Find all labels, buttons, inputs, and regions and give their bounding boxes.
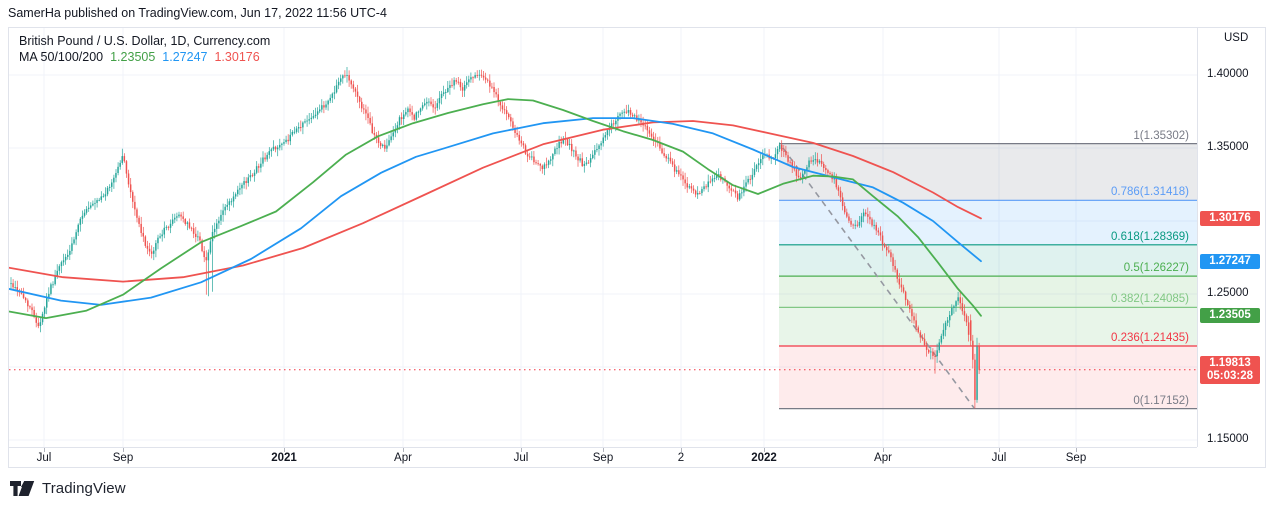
- time-axis-label: Jul: [991, 452, 1007, 464]
- tradingview-logo-text[interactable]: TradingView: [42, 480, 126, 497]
- ma200-value: 1.30176: [214, 50, 260, 64]
- chart-canvas: [9, 28, 1197, 447]
- time-axis-tick: [681, 448, 682, 452]
- ma100-value: 1.27247: [162, 50, 208, 64]
- currency-label: USD: [1224, 32, 1249, 44]
- price-axis[interactable]: USD 1.40000 1.35000 1.25000 1.15000 1.30176 1…: [1197, 28, 1265, 447]
- time-axis-label: Sep: [112, 452, 134, 464]
- price-axis-label: 1.35000: [1207, 141, 1249, 153]
- fib-level-label: 0.786(1.31418): [1110, 186, 1189, 198]
- price-axis-label: 1.25000: [1207, 287, 1249, 299]
- time-axis-tick: [999, 448, 1000, 452]
- fib-level-label: 0.382(1.24085): [1110, 293, 1189, 305]
- fib-level-label: 0.236(1.21435): [1110, 332, 1189, 344]
- time-axis-label: Apr: [394, 452, 412, 464]
- fib-level-label: 0.618(1.28369): [1110, 231, 1189, 243]
- time-axis-label: Sep: [1065, 452, 1087, 464]
- time-axis-label: 2: [677, 452, 685, 464]
- time-axis-label: Apr: [874, 452, 892, 464]
- time-axis-label: Jul: [36, 452, 52, 464]
- time-axis-tick: [883, 448, 884, 452]
- time-axis-label: Sep: [592, 452, 614, 464]
- time-axis-label: 2021: [271, 452, 297, 464]
- indicator-price-badge: 1.23505: [1200, 308, 1260, 323]
- time-axis-tick: [123, 448, 124, 452]
- price-chart-plot[interactable]: 1(1.35302) 0.786(1.31418) 0.618(1.28369) 0.…: [9, 28, 1197, 447]
- ma50-value: 1.23505: [110, 50, 156, 64]
- chart-legend: British Pound / U.S. Dollar, 1D, Currenc…: [19, 34, 270, 65]
- current-price-badge: 1.19813 05:03:28: [1200, 356, 1260, 384]
- ma-label: MA 50/100/200: [19, 50, 104, 64]
- ma-indicator-legend[interactable]: MA 50/100/200 1.23505 1.27247 1.30176: [19, 50, 270, 65]
- time-axis[interactable]: Jul Sep 2021 Apr Jul Sep 2 2022 Apr Jul Sep: [9, 447, 1197, 467]
- time-axis-tick: [284, 448, 285, 452]
- fib-level-label: 1(1.35302): [1133, 130, 1189, 142]
- time-axis-tick: [764, 448, 765, 452]
- time-axis-label: 2022: [751, 452, 777, 464]
- price-axis-label: 1.15000: [1207, 433, 1249, 445]
- chart-container: 1(1.35302) 0.786(1.31418) 0.618(1.28369) 0.…: [8, 27, 1266, 468]
- fib-level-label: 0(1.17152): [1133, 395, 1189, 407]
- tradingview-logo-icon[interactable]: [10, 480, 35, 497]
- countdown-timer: 05:03:28: [1206, 370, 1254, 382]
- time-axis-label: Jul: [513, 452, 529, 464]
- price-axis-label: 1.40000: [1207, 68, 1249, 80]
- attribution-text: SamerHa published on TradingView.com, Ju…: [8, 6, 387, 20]
- indicator-price-badge: 1.30176: [1200, 211, 1260, 226]
- time-axis-tick: [603, 448, 604, 452]
- time-axis-tick: [44, 448, 45, 452]
- time-axis-tick: [1076, 448, 1077, 452]
- symbol-title[interactable]: British Pound / U.S. Dollar, 1D, Currenc…: [19, 34, 271, 48]
- indicator-price-badge: 1.27247: [1200, 254, 1260, 269]
- time-axis-tick: [403, 448, 404, 452]
- time-axis-tick: [521, 448, 522, 452]
- footer: TradingView: [10, 480, 126, 497]
- fib-level-label: 0.5(1.26227): [1123, 262, 1189, 274]
